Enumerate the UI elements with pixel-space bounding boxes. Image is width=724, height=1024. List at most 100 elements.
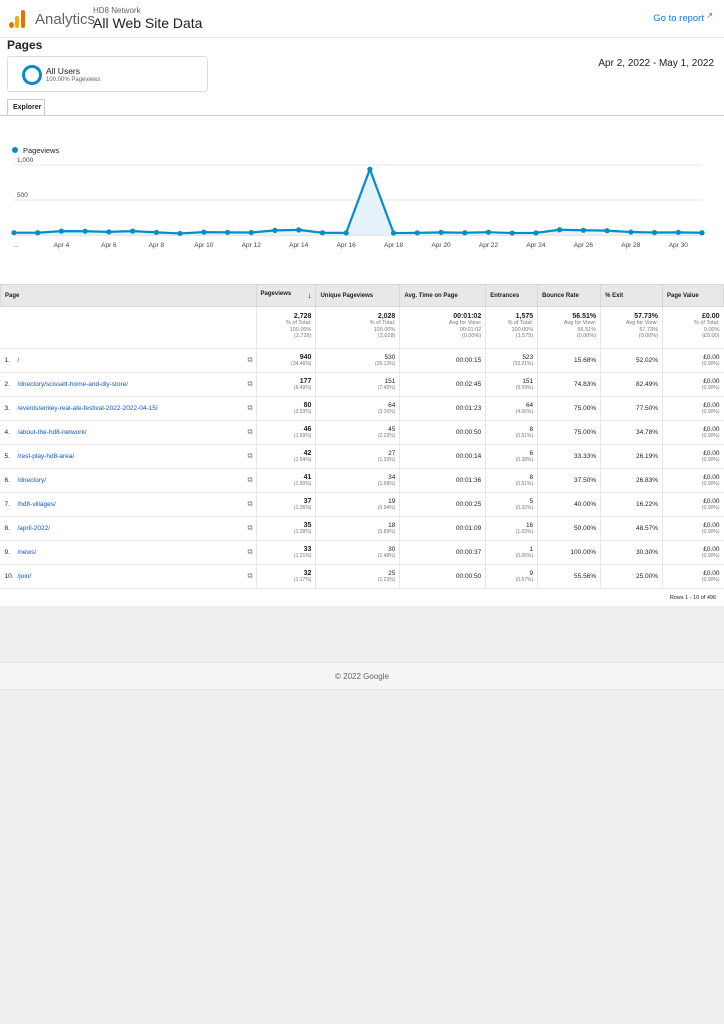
totals-sub-label: % of Total: [369,320,396,326]
page-link[interactable]: /april-2022/ [17,525,51,532]
data-point [319,230,326,236]
data-point [699,230,705,236]
brand-name: Analytics [35,11,96,28]
cell-percent: (0.00%) [701,481,720,487]
page-link[interactable]: /about-the-hd8-network/ [17,429,87,436]
cell-value: 1 [529,546,534,553]
table-row: 1. / ⧉ 940 (34.46%) 530 (26.13%) 00:00:15 523 (33… [0,348,724,373]
row-number: 2. [4,381,10,388]
data-point [106,229,112,235]
cell-percent: (0.06%) [515,553,534,559]
column-header[interactable]: Bounce Rate [537,284,602,307]
row-number: 10. [4,573,14,580]
cell-percent: (2.22%) [377,433,396,439]
page-link[interactable]: /events/emley-real-ale-festival-2022-202… [17,405,158,412]
table-cell: 75.00% [537,396,601,421]
page-cell: 1. / ⧉ [0,348,257,373]
table-cell: 33 (1.21%) [255,540,316,565]
totals-sub-label: Avg for View: [625,320,659,326]
property-name[interactable]: All Web Site Data [93,15,203,31]
open-page-icon[interactable]: ⧉ [247,453,253,460]
x-tick-label: Apr 22 [479,242,499,249]
column-header[interactable]: Page Value [662,284,724,307]
account-name[interactable]: HD8 Network [93,6,141,15]
cell-value: 940 [299,354,312,361]
page-cell: 9. /news/ ⧉ [0,540,257,565]
open-page-icon[interactable]: ⧉ [247,429,253,436]
sort-arrow-down-icon[interactable]: ↓ [307,291,312,300]
table-cell: 00:00:14 [399,444,486,469]
segment-card[interactable]: All Users 100.00% Pageviews [7,56,208,92]
column-header[interactable]: Entrances [485,284,539,307]
tab-explorer[interactable]: Explorer [7,99,45,116]
open-page-icon[interactable]: ⧉ [247,525,253,532]
page-link[interactable]: /news/ [17,549,37,556]
totals-cell: 2,028% of Total: 100.00% (2,028) [315,306,400,349]
open-page-icon[interactable]: ⧉ [247,477,253,484]
cell-value: 50.00% [574,525,597,532]
data-point [557,227,563,233]
table-cell: £0.00 (0.00%) [662,540,724,565]
go-to-report-link[interactable]: Go to report [653,13,704,24]
column-header[interactable]: Page [0,284,257,307]
totals-sub-label: (2,728) [294,333,312,339]
cell-value: 177 [299,378,312,385]
table-row: 10./join/⧉ 32 (1.17%) 25 (1.23%) 00:00:50 9 (0.… [0,564,724,589]
table-cell: 55.56% [537,564,601,589]
cell-percent: (0.51%) [515,433,534,439]
page-link[interactable]: / [17,357,20,364]
table-cell: £0.00 (0.00%) [662,564,724,589]
page-link[interactable]: /hd8-villages/ [17,501,56,508]
totals-cell: 1,575% of Total: 100.00% (1,575) [485,306,538,349]
open-page-icon[interactable]: ⧉ [247,405,253,412]
row-number: 4. [4,429,10,436]
open-page-icon[interactable]: ⧉ [247,381,253,388]
cell-value: 100.00% [570,549,597,556]
table-cell: £0.00 (0.00%) [662,348,724,373]
cell-percent: (0.32%) [515,505,534,511]
column-header[interactable]: Unique Pageviews [315,284,401,307]
open-page-icon[interactable]: ⧉ [247,573,253,580]
table-row: 3. /events/emley-real-ale-festival-2022-2… [0,396,724,421]
segment-name: All Users [46,66,81,76]
cell-value: 00:00:50 [455,429,482,436]
x-tick-label: Apr 12 [242,242,262,249]
cell-value: £0.00 [703,426,720,433]
cell-value: 530 [384,354,396,361]
data-point [82,228,88,234]
table-cell: 00:00:50 [399,420,486,445]
table-cell: 00:01:09 [399,516,486,541]
cell-percent: (0.57%) [515,577,534,583]
cell-percent: (0.89%) [377,529,396,535]
column-header[interactable]: Avg. Time on Page [399,284,487,307]
page-link[interactable]: /directory/ [17,477,47,484]
column-header[interactable]: % Exit [600,284,664,307]
open-page-icon[interactable]: ⧉ [247,357,253,364]
external-link-icon[interactable]: ↗ [706,11,713,20]
x-tick-label: Apr 8 [149,242,165,249]
row-number: 5. [4,453,10,460]
page-link[interactable]: /rest-play-hd8-area/ [17,453,75,460]
cell-value: £0.00 [703,450,720,457]
page-cell: 6. /directory/ ⧉ [0,468,257,493]
open-page-icon[interactable]: ⧉ [247,501,253,508]
totals-value: 56.51% [572,313,597,320]
page-link[interactable]: /join/ [17,573,32,580]
pages-table: Page Pageviews ↓ Unique Pageviews Avg. Time … [0,284,724,589]
cell-value: 9 [529,570,534,577]
date-range[interactable]: Apr 2, 2022 - May 1, 2022 [598,58,714,69]
x-tick-label: Apr 10 [194,242,214,249]
cell-percent: (0.00%) [701,361,720,367]
page-link[interactable]: /directory/scissett-home-and-diy-store/ [17,381,129,388]
table-cell: £0.00 (0.00%) [662,444,724,469]
cell-value: 151 [384,378,396,385]
totals-sub-label: 100.00% [511,326,534,333]
table-cell: 26.19% [600,444,663,469]
totals-value: 2,728 [293,313,312,320]
data-point [343,230,349,236]
table-cell: 5 (0.32%) [485,492,538,517]
open-page-icon[interactable]: ⧉ [247,549,253,556]
cell-percent: (1.48%) [377,553,396,559]
column-header[interactable]: Pageviews ↓ [255,284,317,307]
cell-percent: (3.16%) [377,409,396,415]
